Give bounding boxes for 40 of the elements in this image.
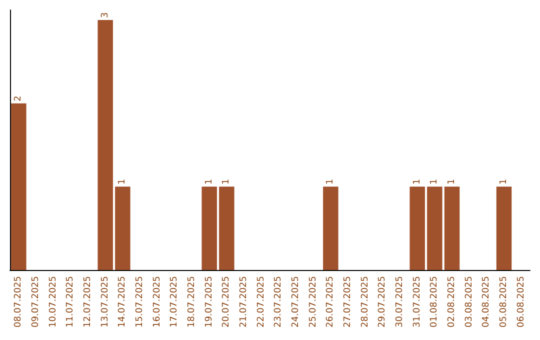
x-tick-label: 27.07.2025 [343, 276, 353, 328]
x-tick-label: 11.07.2025 [66, 276, 76, 328]
x-tick-label: 13.07.2025 [100, 276, 110, 328]
x-tick-label: 22.07.2025 [256, 276, 266, 328]
x-tick-label: 03.08.2025 [464, 276, 474, 328]
x-tick-label: 01.08.2025 [430, 276, 440, 328]
data-label: 1 [222, 178, 232, 185]
x-tick-label: 09.07.2025 [31, 276, 41, 328]
data-label: 3 [100, 12, 110, 18]
x-tick-label: 04.08.2025 [482, 276, 492, 328]
data-label: 1 [430, 178, 440, 185]
x-tick-label: 24.07.2025 [291, 276, 301, 328]
x-tick-label: 10.07.2025 [48, 276, 58, 328]
x-tick-label: 17.07.2025 [170, 276, 180, 328]
data-label: 2 [14, 96, 24, 102]
data-label: 1 [204, 178, 214, 185]
x-tick-label: 26.07.2025 [326, 276, 336, 328]
x-tick-label: 28.07.2025 [360, 276, 370, 328]
data-label: 1 [412, 178, 422, 185]
x-tick-label: 16.07.2025 [152, 276, 162, 328]
x-tick-label: 14.07.2025 [118, 276, 128, 328]
x-tick-label: 05.08.2025 [499, 276, 509, 328]
data-label: 1 [499, 178, 509, 185]
x-tick-label: 20.07.2025 [222, 276, 232, 328]
x-tick-label: 15.07.2025 [135, 276, 145, 328]
data-label: 1 [118, 178, 128, 185]
x-tick-label: 02.08.2025 [447, 276, 457, 328]
x-tick-label: 30.07.2025 [395, 276, 405, 328]
x-tick-label: 31.07.2025 [412, 276, 422, 328]
x-tick-label: 08.07.2025 [14, 276, 24, 328]
x-tick-label: 21.07.2025 [239, 276, 249, 328]
x-tick-label: 18.07.2025 [187, 276, 197, 328]
data-label: 1 [326, 178, 336, 185]
x-tick-label: 23.07.2025 [274, 276, 284, 328]
x-tick-label: 19.07.2025 [204, 276, 214, 328]
x-tick-label: 29.07.2025 [378, 276, 388, 328]
x-tick-label: 06.08.2025 [516, 276, 526, 328]
x-tick-label: 12.07.2025 [83, 276, 93, 328]
data-label: 1 [447, 178, 457, 185]
x-tick-label: 25.07.2025 [308, 276, 318, 328]
